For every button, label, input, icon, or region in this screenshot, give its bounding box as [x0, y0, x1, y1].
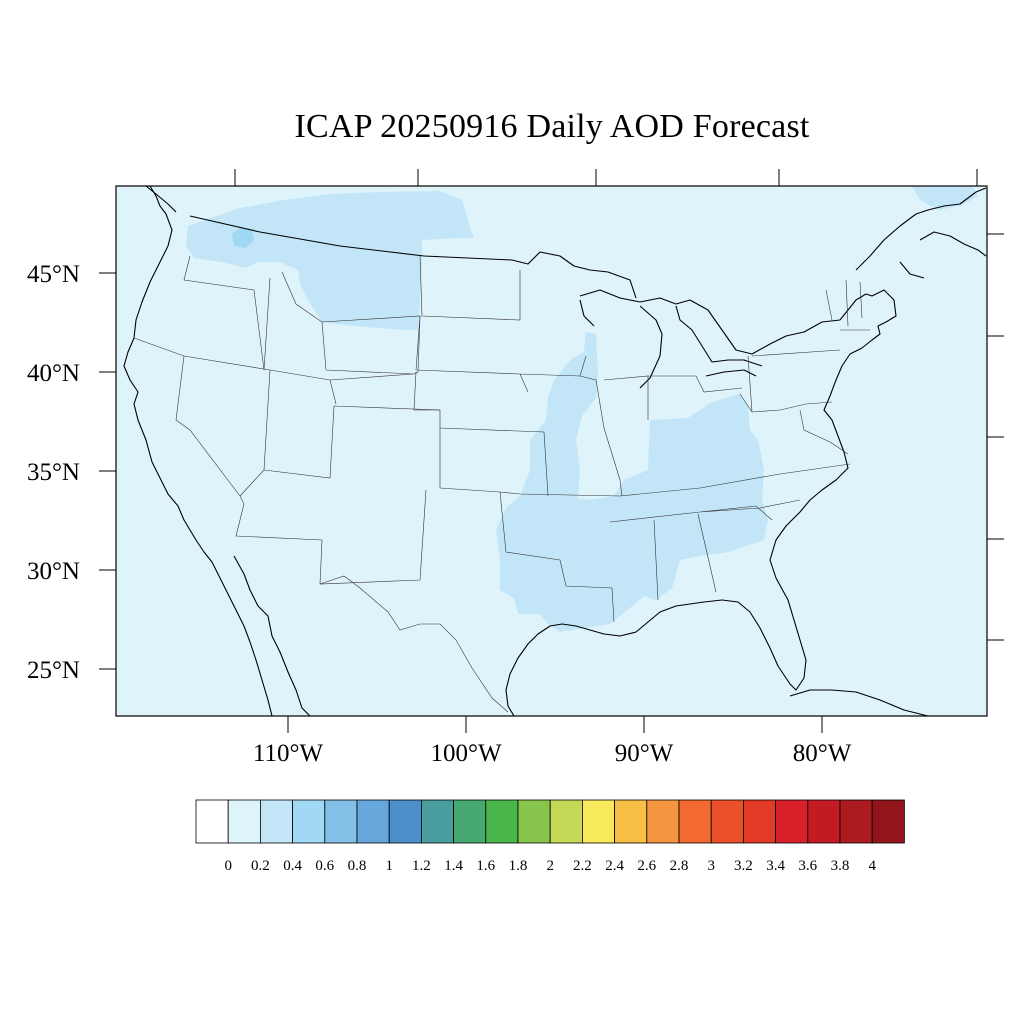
lat-label-25: 25°N: [27, 657, 80, 684]
aod-region-quebec: [912, 186, 978, 210]
bottom-ticks: [287, 716, 823, 733]
state-lines-east: [609, 279, 870, 601]
aod-region-mississippi: [496, 332, 768, 632]
lat-label-35: 35°N: [27, 459, 80, 486]
colorbar-swatch-3: [292, 799, 326, 844]
colorbar-label-5: 1: [385, 858, 393, 874]
colorbar-label-19: 3.8: [831, 858, 850, 874]
coastline-layer: [123, 186, 987, 716]
colorbar-swatch-1: [227, 799, 261, 844]
canada-northeast: [855, 187, 987, 279]
lat-label-40: 40°N: [27, 360, 80, 387]
lon-label-110w: 110°W: [253, 740, 324, 767]
aod-region-northwest: [186, 191, 474, 330]
colorbar-swatch-20: [839, 799, 873, 844]
colorbar-label-17: 3.4: [766, 858, 785, 874]
colorbar-swatch-18: [775, 799, 809, 844]
colorbar-swatch-6: [388, 799, 422, 844]
colorbar-label-12: 2.4: [605, 858, 624, 874]
longitude-labels: 110°W 100°W 90°W 80°W: [253, 740, 852, 767]
west-coast-outline: [123, 186, 273, 716]
aod-region-washington-high: [232, 228, 254, 248]
map-content: [123, 186, 987, 716]
colorbar-label-10: 2: [546, 858, 554, 874]
great-lakes-outline: [579, 289, 841, 389]
colorbar-swatch-17: [743, 799, 777, 844]
colorbar-swatch-7: [420, 799, 454, 844]
colorbar-label-0: 0: [224, 858, 232, 874]
colorbar-label-2: 0.4: [283, 858, 302, 874]
map-frame: [115, 185, 988, 717]
lat-label-30: 30°N: [27, 558, 80, 585]
lon-label-100w: 100°W: [430, 740, 501, 767]
colorbar-swatch-12: [582, 799, 616, 844]
colorbar-label-16: 3.2: [734, 858, 753, 874]
colorbar-label-6: 1.2: [412, 858, 431, 874]
colorbar: 0 0.2 0.4 0.6 0.8 1 1.2 1.4 1.6 1.8 2 2.2 2.4 2.6 2.8 3…: [195, 799, 905, 874]
colorbar-label-20: 4: [868, 858, 876, 874]
colorbar-swatch-2: [259, 799, 293, 844]
state-lines-central: [235, 255, 743, 713]
colorbar-label-14: 2.8: [670, 858, 689, 874]
colorbar-label-13: 2.6: [637, 858, 656, 874]
state-lines-west: [133, 255, 441, 505]
colorbar-label-18: 3.6: [798, 858, 817, 874]
colorbar-swatch-8: [453, 799, 487, 844]
colorbar-swatch-21: [871, 799, 905, 844]
colorbar-swatch-11: [549, 799, 583, 844]
northeast-coast: [505, 289, 897, 716]
colorbar-swatch-19: [807, 799, 841, 844]
map-title: ICAP 20250916 Daily AOD Forecast: [294, 108, 810, 145]
colorbar-swatch-13: [614, 799, 648, 844]
latitude-labels: 45°N 40°N 35°N 30°N 25°N: [27, 261, 80, 684]
cuba-outline: [789, 689, 929, 716]
colorbar-label-1: 0.2: [251, 858, 270, 874]
lat-label-45: 45°N: [27, 261, 80, 288]
colorbar-swatch-4: [324, 799, 358, 844]
colorbar-label-8: 1.6: [476, 858, 495, 874]
lon-label-80w: 80°W: [793, 740, 852, 767]
vancouver-island: [145, 186, 177, 213]
colorbar-swatch-16: [710, 799, 744, 844]
colorbar-label-9: 1.8: [509, 858, 528, 874]
right-ticks: [987, 233, 1004, 641]
colorbar-swatch-15: [678, 799, 712, 844]
top-ticks: [234, 169, 978, 186]
aod-shading-layer: [186, 186, 978, 632]
left-ticks: [99, 272, 116, 670]
colorbar-swatch-10: [517, 799, 551, 844]
colorbar-label-15: 3: [707, 858, 715, 874]
state-boundaries: [133, 255, 870, 713]
colorbar-label-3: 0.6: [315, 858, 334, 874]
baja-california-outline: [233, 555, 311, 716]
colorbar-label-7: 1.4: [444, 858, 463, 874]
colorbar-swatch-9: [485, 799, 519, 844]
lon-label-90w: 90°W: [615, 740, 674, 767]
colorbar-swatch-0: [195, 799, 229, 844]
colorbar-swatch-5: [356, 799, 390, 844]
colorbar-label-11: 2.2: [573, 858, 592, 874]
colorbar-swatch-14: [646, 799, 680, 844]
colorbar-label-4: 0.8: [348, 858, 367, 874]
us-canada-border: [189, 215, 637, 299]
